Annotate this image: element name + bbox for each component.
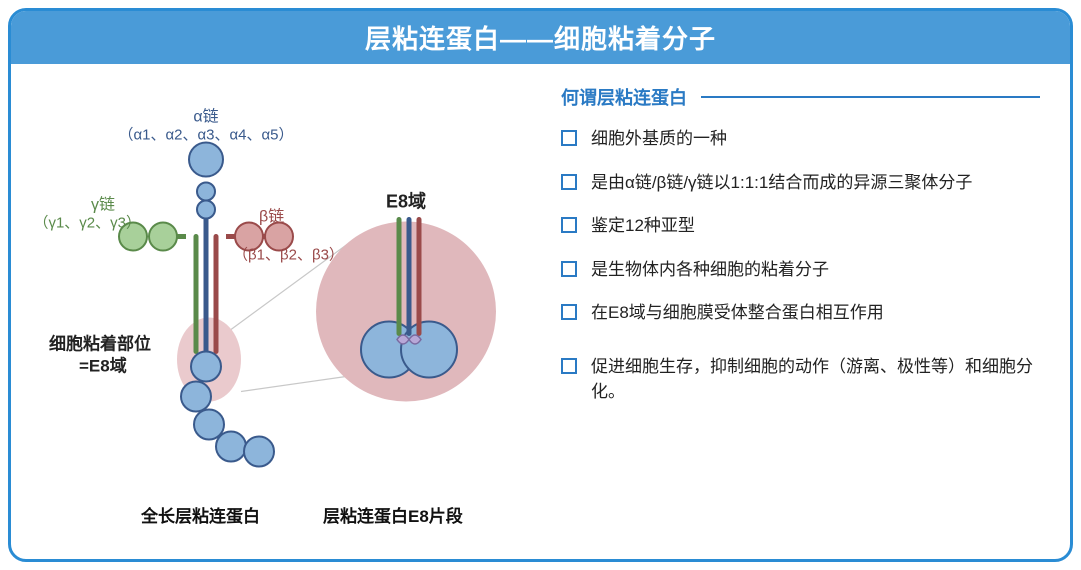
section-title: 何谓层粘连蛋白 [561, 84, 1040, 110]
checkbox-icon [561, 130, 577, 146]
svg-text:γ链: γ链 [91, 196, 115, 214]
bullet-item: 促进细胞生存，抑制细胞的动作（游离、极性等）和细胞分化。 [561, 354, 1040, 405]
title-divider [701, 96, 1040, 98]
bullet-text: 在E8域与细胞膜受体整合蛋白相互作用 [591, 300, 884, 326]
caption-full-length: 全长层粘连蛋白 [141, 502, 260, 527]
laminin-diagram: α链（α1、α2、α3、α4、α5） β链 （β1、β2、β3） γ链（γ1、γ2、γ… [31, 84, 541, 549]
svg-text:β链: β链 [259, 208, 284, 226]
svg-text:（β1、β2、β3）: （β1、β2、β3） [233, 247, 344, 264]
bullet-text: 是由α链/β链/γ链以1:1:1结合而成的异源三聚体分子 [591, 170, 972, 196]
section-title-text: 何谓层粘连蛋白 [561, 84, 687, 110]
bullet-item: 是由α链/β链/γ链以1:1:1结合而成的异源三聚体分子 [561, 170, 1040, 196]
caption-e8-fragment: 层粘连蛋白E8片段 [323, 502, 463, 527]
bullet-text: 细胞外基质的一种 [591, 126, 727, 152]
info-panel: 何谓层粘连蛋白 细胞外基质的一种是由α链/β链/γ链以1:1:1结合而成的异源三… [541, 84, 1040, 549]
bullet-item: 细胞外基质的一种 [561, 126, 1040, 152]
bullet-item: 在E8域与细胞膜受体整合蛋白相互作用 [561, 300, 1040, 326]
svg-text:α链: α链 [193, 108, 218, 126]
checkbox-icon [561, 217, 577, 233]
diagram-panel: α链（α1、α2、α3、α4、α5） β链 （β1、β2、β3） γ链（γ1、γ2、γ… [31, 84, 541, 549]
laminin-card: 层粘连蛋白——细胞粘着分子 α链（α1、α2、α3、α4、α5） β链 （β1、β2… [8, 8, 1073, 562]
checkbox-icon [561, 358, 577, 374]
checkbox-icon [561, 174, 577, 190]
bullet-text: 是生物体内各种细胞的粘着分子 [591, 257, 829, 283]
checkbox-icon [561, 261, 577, 277]
card-body: α链（α1、α2、α3、α4、α5） β链 （β1、β2、β3） γ链（γ1、γ2、γ… [11, 64, 1070, 559]
svg-text:（α1、α2、α3、α4、α5）: （α1、α2、α3、α4、α5） [118, 127, 293, 144]
svg-text:（γ1、γ2、γ3）: （γ1、γ2、γ3） [33, 215, 141, 232]
bullet-text: 促进细胞生存，抑制细胞的动作（游离、极性等）和细胞分化。 [591, 354, 1040, 405]
svg-text:E8域: E8域 [386, 191, 426, 212]
card-header: 层粘连蛋白——细胞粘着分子 [11, 11, 1070, 64]
bullet-text: 鉴定12种亚型 [591, 213, 695, 239]
bullet-item: 是生物体内各种细胞的粘着分子 [561, 257, 1040, 283]
svg-text:=E8域: =E8域 [79, 356, 127, 376]
bullet-list: 细胞外基质的一种是由α链/β链/γ链以1:1:1结合而成的异源三聚体分子鉴定12… [561, 126, 1040, 405]
checkbox-icon [561, 304, 577, 320]
card-title: 层粘连蛋白——细胞粘着分子 [365, 24, 716, 54]
bullet-item: 鉴定12种亚型 [561, 213, 1040, 239]
svg-text:细胞粘着部位: 细胞粘着部位 [49, 334, 151, 354]
